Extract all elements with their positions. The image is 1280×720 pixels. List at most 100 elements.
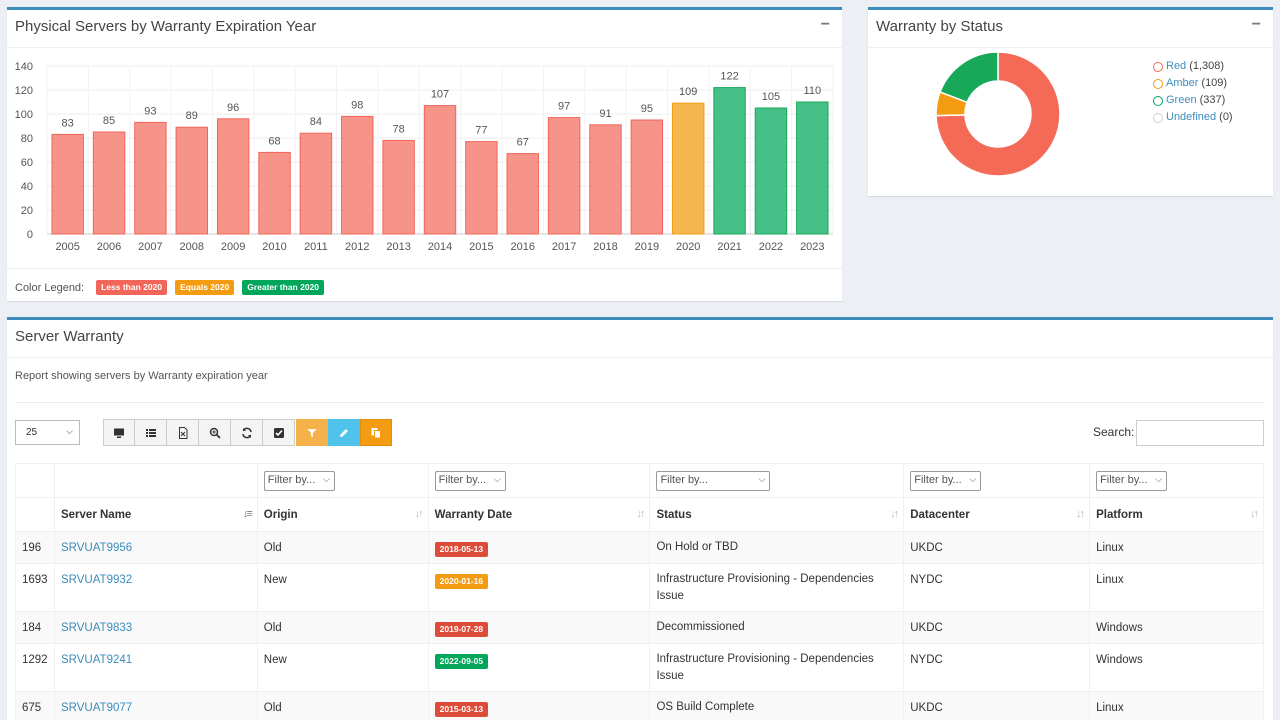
table-row[interactable]: 184 SRVUAT9833 Old 2019-07-28 Decommissioned… <box>15 611 1264 644</box>
bar-2016 <box>506 153 539 235</box>
bar-2019 <box>630 119 664 235</box>
legend-count: (337) <box>1199 94 1226 106</box>
table-row[interactable]: 1292 SRVUAT9241 New 2022-09-05 Infrastructur… <box>15 643 1264 692</box>
server-name-link[interactable]: SRVUAT9241 <box>60 654 133 666</box>
bar-2023 <box>796 101 829 235</box>
search-label: Search: <box>1093 425 1135 439</box>
zoom-button[interactable] <box>199 419 231 446</box>
bar-2005 <box>51 133 84 235</box>
x-tick-label: 2014 <box>428 241 452 253</box>
collapse-donut-panel-button[interactable]: − <box>1251 16 1261 33</box>
legend-badge-equals: Equals 2020 <box>175 280 235 295</box>
x-tick-label: 2011 <box>304 241 328 253</box>
filter-cell-platform: Filter by... ⌵ <box>1089 463 1264 498</box>
header-divider <box>7 47 842 48</box>
donut-title: Warranty by Status <box>876 18 1003 35</box>
refresh-button[interactable] <box>231 419 263 446</box>
y-tick-label: 60 <box>21 157 33 169</box>
filter-cell-empty <box>53 463 258 498</box>
export-excel-button[interactable] <box>167 419 199 446</box>
filter-date-select[interactable]: Filter by... ⌵ <box>434 471 506 491</box>
filter-cell-date: Filter by... ⌵ <box>427 463 651 498</box>
x-tick-label: 2013 <box>386 241 410 253</box>
header-divider <box>868 47 1273 48</box>
donut-legend: Red (1,308) Amber (109) Green (337) Undefin… <box>1153 58 1233 126</box>
filter-datacenter-select[interactable]: Filter by... ⌵ <box>910 471 982 491</box>
legend-name: Amber <box>1166 77 1199 89</box>
warranty-date-badge: 2018-05-13 <box>434 542 489 557</box>
bar-2010 <box>258 151 291 235</box>
sort-icon: ↓↑ <box>890 508 899 520</box>
x-tick-label: 2023 <box>800 241 824 253</box>
filter-platform-select[interactable]: Filter by... ⌵ <box>1096 471 1168 491</box>
excel-icon <box>178 426 187 439</box>
server-name-cell: SRVUAT9077 <box>53 691 258 720</box>
edit-button[interactable] <box>328 419 360 446</box>
page-length-select[interactable]: 25 ⌵ <box>15 420 80 445</box>
bar-chart: 0 20 40 60 80 100 120 140 83 2005 85 2006 93 2007 89 20… <box>15 61 834 253</box>
donut-legend-amber[interactable]: Amber (109) <box>1153 75 1233 92</box>
row-id: 184 <box>15 611 55 644</box>
column-visibility-button[interactable] <box>103 419 135 446</box>
data-label: 105 <box>762 91 780 103</box>
data-label: 89 <box>186 110 198 122</box>
bar-2011 <box>299 132 333 235</box>
row-id: 675 <box>15 691 55 720</box>
data-label: 91 <box>599 108 611 120</box>
row-id: 1292 <box>15 643 55 692</box>
list-view-button[interactable] <box>135 419 167 446</box>
server-name-link[interactable]: SRVUAT9833 <box>60 622 133 634</box>
checkbox-icon <box>273 427 284 438</box>
data-label: 83 <box>62 117 74 129</box>
column-header-origin[interactable]: Origin ↓↑ <box>256 497 429 532</box>
server-warranty-panel: Server Warranty Report showing servers b… <box>7 317 1273 720</box>
y-tick-label: 140 <box>15 61 33 73</box>
collapse-bar-panel-button[interactable]: − <box>820 16 830 33</box>
donut-legend-undefined[interactable]: Undefined (0) <box>1153 109 1233 126</box>
filter-icon <box>307 428 316 437</box>
header-row: Server Name ↓≡ Origin ↓↑ Warranty Date ↓↑ S… <box>15 497 1264 532</box>
donut-chart <box>936 52 1061 177</box>
copy-button[interactable] <box>360 419 392 446</box>
select-all-button[interactable] <box>263 419 295 446</box>
bar-2021 <box>713 87 746 235</box>
column-header-server-name[interactable]: Server Name ↓≡ <box>53 497 258 532</box>
filter-origin-select[interactable]: Filter by... ⌵ <box>263 471 335 491</box>
column-header-status[interactable]: Status ↓↑ <box>649 497 905 532</box>
server-name-cell: SRVUAT9833 <box>53 611 258 644</box>
x-tick-label: 2010 <box>262 241 286 253</box>
chevron-down-icon: ⌵ <box>758 474 766 484</box>
server-name-link[interactable]: SRVUAT9932 <box>60 574 133 586</box>
copy-icon <box>371 427 381 438</box>
sort-desc-icon: ↓≡ <box>242 508 253 520</box>
table-row[interactable]: 196 SRVUAT9956 Old 2018-05-13 On Hold or TBD… <box>15 531 1264 564</box>
monitor-icon <box>114 428 124 438</box>
server-name-link[interactable]: SRVUAT9956 <box>60 542 133 554</box>
data-label: 85 <box>103 115 115 127</box>
donut-panel: Warranty by Status − Red (1,308) Amber (10… <box>868 7 1273 196</box>
footer-divider <box>7 268 842 269</box>
warranty-date-badge: 2015-03-13 <box>434 702 489 717</box>
legend-name: Undefined <box>1166 111 1217 123</box>
legend-name: Red <box>1166 60 1187 72</box>
search-input[interactable] <box>1136 420 1264 446</box>
chevron-down-icon: ⌵ <box>322 474 330 484</box>
column-header-datacenter[interactable]: Datacenter ↓↑ <box>903 497 1091 532</box>
x-tick-label: 2007 <box>138 241 162 253</box>
x-tick-label: 2020 <box>676 241 700 253</box>
donut-legend-red[interactable]: Red (1,308) <box>1153 58 1233 75</box>
filter-cell-status: Filter by... ⌵ <box>649 463 905 498</box>
warranty-date-badge: 2020-01-16 <box>434 574 489 589</box>
table-row[interactable]: 675 SRVUAT9077 Old 2015-03-13 OS Build Compl… <box>15 691 1264 720</box>
column-header-platform[interactable]: Platform ↓↑ <box>1089 497 1264 532</box>
legend-count: (109) <box>1201 77 1228 89</box>
donut-legend-green[interactable]: Green (337) <box>1153 92 1233 109</box>
filter-status-select[interactable]: Filter by... ⌵ <box>656 471 771 491</box>
row-id: 1693 <box>15 563 55 612</box>
server-name-link[interactable]: SRVUAT9077 <box>60 702 133 714</box>
report-description: Report showing servers by Warranty expir… <box>15 370 268 382</box>
filter-button[interactable] <box>296 419 328 446</box>
y-tick-label: 0 <box>27 229 33 241</box>
table-row[interactable]: 1693 SRVUAT9932 New 2020-01-16 Infrastructur… <box>15 563 1264 612</box>
column-header-warranty-date[interactable]: Warranty Date ↓↑ <box>427 497 651 532</box>
